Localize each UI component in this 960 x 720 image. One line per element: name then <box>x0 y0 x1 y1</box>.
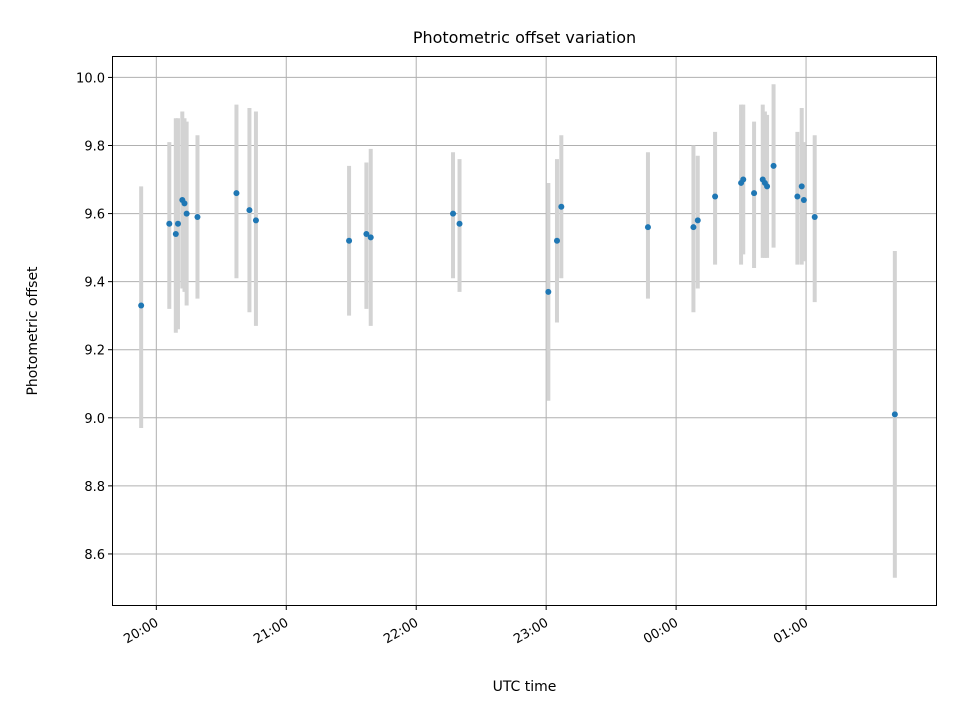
data-point <box>172 230 179 237</box>
y-tick-label: 9.8 <box>84 139 105 154</box>
y-tick-label: 8.8 <box>84 480 105 495</box>
data-point <box>450 210 457 217</box>
data-point <box>811 213 818 220</box>
data-point <box>694 217 701 224</box>
data-point <box>891 411 898 418</box>
data-point <box>246 207 253 214</box>
data-point <box>690 224 697 231</box>
data-point <box>138 302 145 309</box>
data-point <box>363 230 370 237</box>
data-point <box>798 183 805 190</box>
y-axis-ticks: 8.6 8.8 9.0 9.2 9.4 9.6 9.8 10.0 <box>76 71 113 563</box>
plot-frame <box>112 56 937 606</box>
data-point <box>233 190 240 197</box>
data-point <box>553 237 560 244</box>
data-point <box>644 224 651 231</box>
y-tick-label: 10.0 <box>76 71 105 86</box>
data-point <box>166 220 173 227</box>
data-point <box>367 234 374 241</box>
data-point <box>751 190 758 197</box>
data-point <box>174 220 181 227</box>
data-point <box>545 288 552 295</box>
y-tick-label: 9.0 <box>84 412 105 427</box>
y-tick-label: 9.6 <box>84 208 105 223</box>
data-point <box>183 210 190 217</box>
y-tick-label: 8.6 <box>84 548 105 563</box>
y-tick-label: 9.2 <box>84 344 105 359</box>
data-points <box>138 162 898 418</box>
data-point <box>558 203 565 210</box>
chart-title: Photometric offset variation <box>413 28 636 47</box>
data-point <box>194 213 201 220</box>
y-tick-label: 9.4 <box>84 276 105 291</box>
data-point <box>794 193 801 200</box>
x-axis-label: UTC time <box>493 679 557 695</box>
data-point <box>770 162 777 169</box>
data-point <box>712 193 719 200</box>
data-point <box>764 183 771 190</box>
data-point <box>252 217 259 224</box>
y-axis-label: Photometric offset <box>25 266 41 396</box>
data-point <box>456 220 463 227</box>
data-point <box>800 196 807 203</box>
data-point <box>740 176 747 183</box>
data-point <box>346 237 353 244</box>
data-point <box>181 200 188 207</box>
